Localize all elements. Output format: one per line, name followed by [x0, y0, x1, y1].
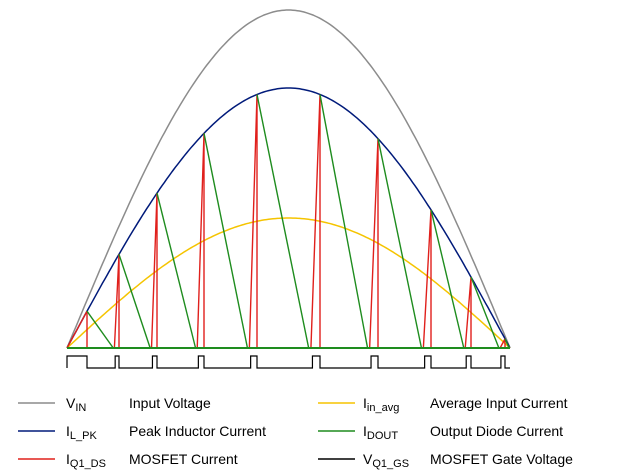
legend-symbol: VIN	[66, 395, 86, 414]
diode-current-ramp	[319, 94, 369, 349]
diode-current-ramp	[504, 338, 510, 349]
peak-inductor-current-curve	[66, 87, 511, 349]
legend-item-mosfet-gate-voltage: VQ1_GS MOSFET Gate Voltage	[318, 451, 573, 470]
average-input-current-curve	[66, 217, 511, 349]
legend-symbol: Iin_avg	[363, 395, 399, 414]
diode-current-ramp	[377, 138, 423, 349]
legend-symbol: VQ1_GS	[363, 451, 409, 470]
legend-item-mosfet-current: IQ1_DS MOSFET Current	[18, 451, 238, 470]
legend-label-input-voltage: Input Voltage	[129, 395, 211, 411]
diode-current-ramp	[118, 254, 151, 349]
legend-label-peak-inductor-current: Peak Inductor Current	[129, 423, 266, 439]
input-voltage-curve	[66, 9, 511, 349]
legend-symbol: IL_PK	[66, 423, 97, 442]
legend-symbol: IQ1_DS	[66, 451, 106, 470]
diode-current-ramp	[430, 209, 465, 349]
legend-label-mosfet-current: MOSFET Current	[129, 451, 238, 467]
gate-voltage-pulse-train	[66, 355, 510, 369]
legend-label-mosfet-gate-voltage: MOSFET Gate Voltage	[430, 451, 573, 467]
legend-item-average-input-current: Iin_avg Average Input Current	[318, 395, 568, 414]
diode-current-ramp	[256, 94, 310, 349]
mosfet-current-ramp	[66, 310, 88, 349]
switching-current-sawtooth	[66, 94, 510, 349]
legend: VIN Input Voltage Iin_avg Average Input …	[18, 395, 573, 470]
legend-item-peak-inductor-current: IL_PK Peak Inductor Current	[18, 423, 266, 442]
legend-label-output-diode-current: Output Diode Current	[430, 423, 563, 439]
waveform-plot	[66, 9, 511, 369]
legend-item-input-voltage: VIN Input Voltage	[18, 395, 211, 414]
legend-item-output-diode-current: IDOUT Output Diode Current	[318, 423, 563, 442]
legend-label-average-input-current: Average Input Current	[430, 395, 568, 411]
diode-current-ramp	[203, 133, 249, 349]
diode-current-ramp	[86, 310, 114, 349]
diode-current-ramp	[156, 192, 197, 349]
mosfet-current-ramp	[113, 254, 120, 349]
diode-current-ramp	[470, 276, 500, 349]
legend-symbol: IDOUT	[363, 423, 398, 442]
